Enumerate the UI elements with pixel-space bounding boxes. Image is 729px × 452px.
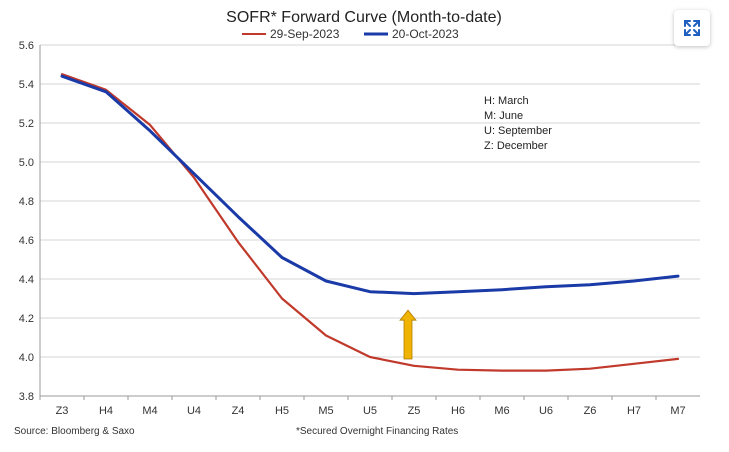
legend-label: 29-Sep-2023	[270, 27, 340, 41]
note-line: H: March	[484, 95, 529, 107]
series-layer	[62, 74, 678, 370]
chart-title: SOFR* Forward Curve (Month-to-date)	[226, 9, 502, 26]
note-line: U: September	[484, 125, 552, 137]
x-tick-label: H4	[99, 405, 113, 417]
note-line: M: June	[484, 110, 523, 122]
expand-button[interactable]	[674, 10, 710, 46]
x-tick-label: U4	[187, 405, 201, 417]
x-tick-label: M4	[142, 405, 157, 417]
y-tick-label: 4.8	[19, 196, 34, 208]
source-note: Source: Bloomberg & Saxo	[14, 426, 135, 437]
note-line: Z: December	[484, 140, 548, 152]
expand-icon	[682, 18, 702, 38]
x-tick-label: H5	[275, 405, 289, 417]
y-tick-label: 5.0	[19, 157, 34, 169]
x-tick-label: Z5	[408, 405, 421, 417]
x-tick-label: M5	[318, 405, 333, 417]
y-tick-label: 4.4	[19, 274, 34, 286]
y-tick-label: 4.2	[19, 313, 34, 325]
y-tick-label: 5.4	[19, 79, 34, 91]
series-line-oct	[62, 76, 678, 293]
x-tick-label: H6	[451, 405, 465, 417]
x-tick-label: M6	[494, 405, 509, 417]
x-tick-label: U5	[363, 405, 377, 417]
footnote: *Secured Overnight Financing Rates	[296, 426, 458, 437]
grid-layer	[40, 45, 700, 396]
y-tick-label: 5.2	[19, 118, 34, 130]
up-arrow-annotation	[400, 310, 416, 359]
annotation-layer	[400, 310, 416, 359]
legend: 29-Sep-2023 20-Oct-2023	[242, 27, 459, 41]
x-tick-label: Z4	[232, 405, 245, 417]
x-tick-label: Z3	[56, 405, 69, 417]
x-tick-label: U6	[539, 405, 553, 417]
y-tick-label: 3.8	[19, 391, 34, 403]
y-tick-label: 5.6	[19, 40, 34, 52]
y-tick-label: 4.0	[19, 352, 34, 364]
y-tick-label: 4.6	[19, 235, 34, 247]
axis-layer: 3.8 4.0 4.2 4.4 4.6 4.8 5.0 5.2 5.4 5.6 Z3 H4 M4 U4 Z4…	[19, 40, 700, 417]
x-tick-label: H7	[627, 405, 641, 417]
x-tick-label: Z6	[584, 405, 597, 417]
x-tick-label: M7	[670, 405, 685, 417]
legend-label: 20-Oct-2023	[392, 27, 459, 41]
series-line-sep	[62, 74, 678, 370]
